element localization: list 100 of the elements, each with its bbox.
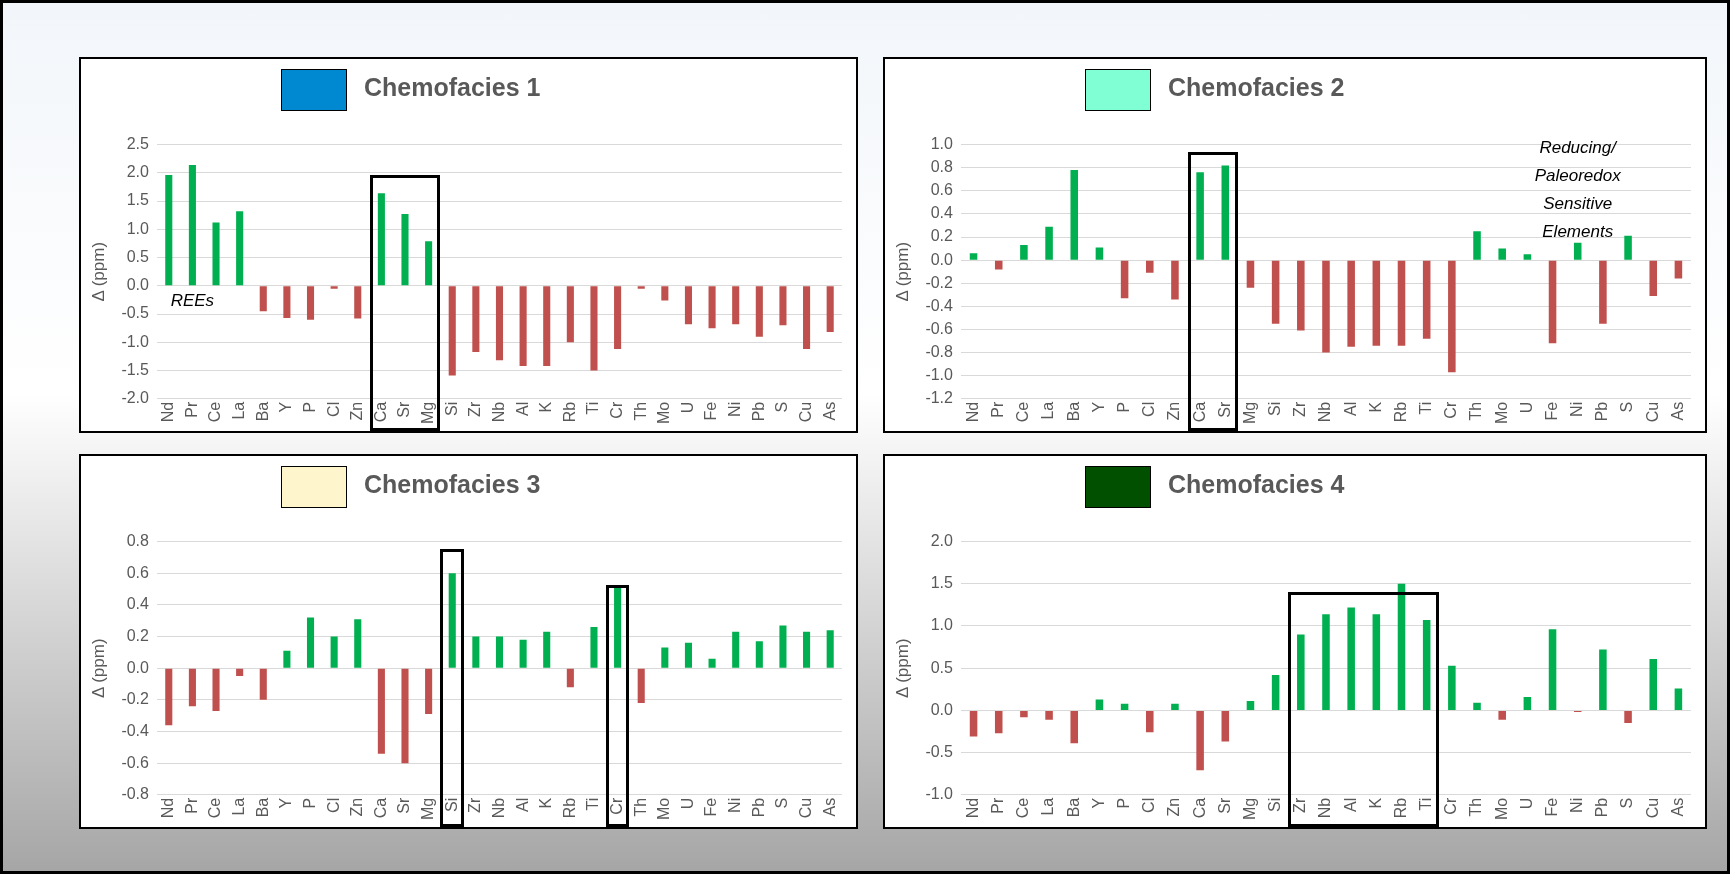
bar bbox=[283, 650, 291, 668]
bar bbox=[259, 286, 267, 312]
x-tick-label: Ni bbox=[726, 401, 744, 417]
y-axis-title: Δ (ppm) bbox=[88, 638, 108, 698]
x-tick-label: K bbox=[1366, 401, 1384, 413]
bar bbox=[708, 286, 716, 329]
x-tick-label: Cl bbox=[324, 797, 342, 813]
bar bbox=[472, 636, 480, 668]
x-tick-label: Pb bbox=[749, 401, 767, 422]
bar bbox=[779, 625, 787, 668]
bar bbox=[803, 631, 811, 668]
bar bbox=[330, 636, 338, 668]
x-tick-label: Zr bbox=[466, 401, 484, 417]
x-tick-label: Ni bbox=[1568, 797, 1586, 813]
x-tick-label: U bbox=[678, 401, 696, 414]
x-tick-label: Al bbox=[513, 797, 531, 813]
x-tick-label: La bbox=[230, 401, 248, 420]
bar bbox=[1246, 260, 1255, 288]
y-tick-label: 0.4 bbox=[126, 595, 150, 613]
bar bbox=[1297, 260, 1305, 331]
x-tick-label: U bbox=[1517, 797, 1535, 810]
y-tick-label: -0.5 bbox=[121, 304, 150, 322]
bar bbox=[354, 286, 362, 319]
x-tick-label: Cu bbox=[1643, 797, 1661, 819]
bar bbox=[1624, 235, 1632, 260]
bar bbox=[472, 286, 480, 352]
y-tick-label: 0.6 bbox=[930, 181, 954, 199]
x-tick-label: Mo bbox=[1492, 401, 1510, 425]
bar bbox=[330, 286, 338, 289]
bar bbox=[236, 668, 244, 677]
bar bbox=[425, 668, 433, 715]
x-tick-label: Sr bbox=[1215, 797, 1233, 814]
bar bbox=[1448, 665, 1456, 710]
x-tick-label: Mg bbox=[1240, 401, 1258, 425]
bar bbox=[755, 286, 763, 337]
annotation: REEs bbox=[170, 290, 215, 310]
bar bbox=[1573, 242, 1582, 260]
y-axis-title: Δ (ppm) bbox=[892, 241, 912, 302]
y-tick-label: -1.0 bbox=[925, 366, 954, 384]
bar bbox=[1095, 247, 1104, 260]
bar bbox=[1448, 260, 1456, 373]
x-tick-label: Pb bbox=[1593, 797, 1611, 818]
bar bbox=[1599, 649, 1607, 710]
bar bbox=[1473, 231, 1481, 260]
bar bbox=[1221, 710, 1230, 742]
y-tick-label: 0.0 bbox=[930, 700, 954, 718]
y-tick-label: 0.5 bbox=[126, 247, 150, 265]
x-tick-label: Zn bbox=[1165, 797, 1183, 817]
bar bbox=[283, 286, 291, 318]
x-tick-label: Ba bbox=[1064, 797, 1082, 818]
y-tick-label: 1.0 bbox=[930, 616, 954, 634]
x-tick-label: Zr bbox=[1291, 797, 1309, 813]
bar bbox=[1473, 702, 1481, 710]
x-tick-label: Th bbox=[1467, 401, 1485, 421]
bar bbox=[1422, 260, 1431, 339]
x-tick-label: Fe bbox=[1542, 797, 1560, 817]
bar bbox=[543, 631, 551, 668]
x-tick-label: K bbox=[537, 401, 555, 413]
y-tick-label: -0.2 bbox=[925, 273, 954, 291]
x-tick-label: K bbox=[537, 797, 555, 809]
x-tick-label: Zn bbox=[348, 401, 366, 421]
x-tick-label: Nb bbox=[1316, 401, 1334, 423]
y-tick-label: -0.6 bbox=[121, 753, 150, 771]
x-tick-label: K bbox=[1366, 797, 1384, 809]
bar bbox=[708, 658, 716, 668]
bar bbox=[1548, 260, 1557, 344]
chart-title: Chemofacies 3 bbox=[364, 470, 541, 499]
x-tick-label: Th bbox=[1467, 797, 1485, 817]
bar bbox=[1674, 260, 1683, 279]
bar bbox=[969, 253, 978, 260]
bar bbox=[1498, 248, 1506, 260]
bar bbox=[566, 286, 574, 343]
bar bbox=[1372, 614, 1381, 710]
bar bbox=[1523, 254, 1532, 260]
x-tick-label: Zr bbox=[466, 797, 484, 813]
chart-title: Chemofacies 4 bbox=[1168, 470, 1345, 499]
bar bbox=[1070, 170, 1079, 260]
y-tick-label: 2.0 bbox=[930, 532, 954, 550]
bar bbox=[755, 641, 763, 668]
x-tick-label: Nd bbox=[963, 401, 981, 423]
x-tick-label: P bbox=[300, 401, 318, 413]
bar bbox=[684, 642, 692, 668]
x-tick-label: Cu bbox=[796, 797, 814, 819]
y-tick-label: -0.2 bbox=[121, 690, 150, 708]
y-tick-label: -0.5 bbox=[925, 742, 954, 760]
x-tick-label: Ce bbox=[206, 401, 224, 423]
x-tick-label: Nb bbox=[489, 797, 507, 819]
y-tick-label: 0.0 bbox=[930, 250, 954, 268]
x-tick-label: Mo bbox=[1492, 797, 1510, 821]
chart-title: Chemofacies 2 bbox=[1168, 73, 1345, 102]
y-tick-label: 2.0 bbox=[126, 163, 150, 181]
y-tick-label: 0.5 bbox=[930, 658, 954, 676]
bar bbox=[1196, 710, 1204, 771]
bar bbox=[448, 286, 456, 376]
x-tick-label: Al bbox=[1341, 401, 1359, 417]
x-tick-label: Pr bbox=[989, 797, 1007, 814]
bar bbox=[1397, 260, 1406, 346]
x-tick-label: Al bbox=[1341, 797, 1359, 813]
x-tick-label: Ti bbox=[584, 401, 602, 415]
x-tick-label: Al bbox=[513, 401, 531, 417]
